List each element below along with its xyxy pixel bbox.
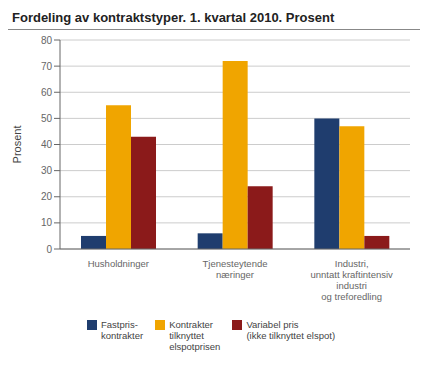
html-text:Kontrakter tilknyttet elspotpr: Kontrakter tilknyttet elspotprisen	[169, 319, 221, 352]
html-text:Fordeling av kontraktstyper. 1: Fordeling av kontraktstyper. 1. kvartal …	[12, 10, 335, 25]
svg-text:80: 80	[41, 35, 53, 46]
svg-text:40: 40	[41, 139, 53, 150]
svg-text:Husholdninger: Husholdninger	[88, 258, 149, 269]
svg-text:60: 60	[41, 87, 53, 98]
svg-text:0: 0	[46, 244, 52, 255]
svg-text:Industri,unntatt kraftintensiv: Industri,unntatt kraftintensivindustriog…	[310, 258, 393, 302]
html-text:Fastpris- kontrakter: Fastpris- kontrakter	[100, 319, 144, 341]
svg-text:Prosent: Prosent	[11, 126, 23, 164]
svg-text:70: 70	[41, 61, 53, 72]
svg-text:50: 50	[41, 113, 53, 124]
svg-text:10: 10	[41, 217, 53, 228]
svg-text:20: 20	[41, 191, 53, 202]
svg-text:30: 30	[41, 165, 53, 176]
svg-text:Tjenesteytendenæringer: Tjenesteytendenæringer	[203, 258, 268, 280]
html-text:Variabel pris (ikke tilknyttet: Variabel pris (ikke tilknyttet elspot)	[246, 319, 336, 341]
